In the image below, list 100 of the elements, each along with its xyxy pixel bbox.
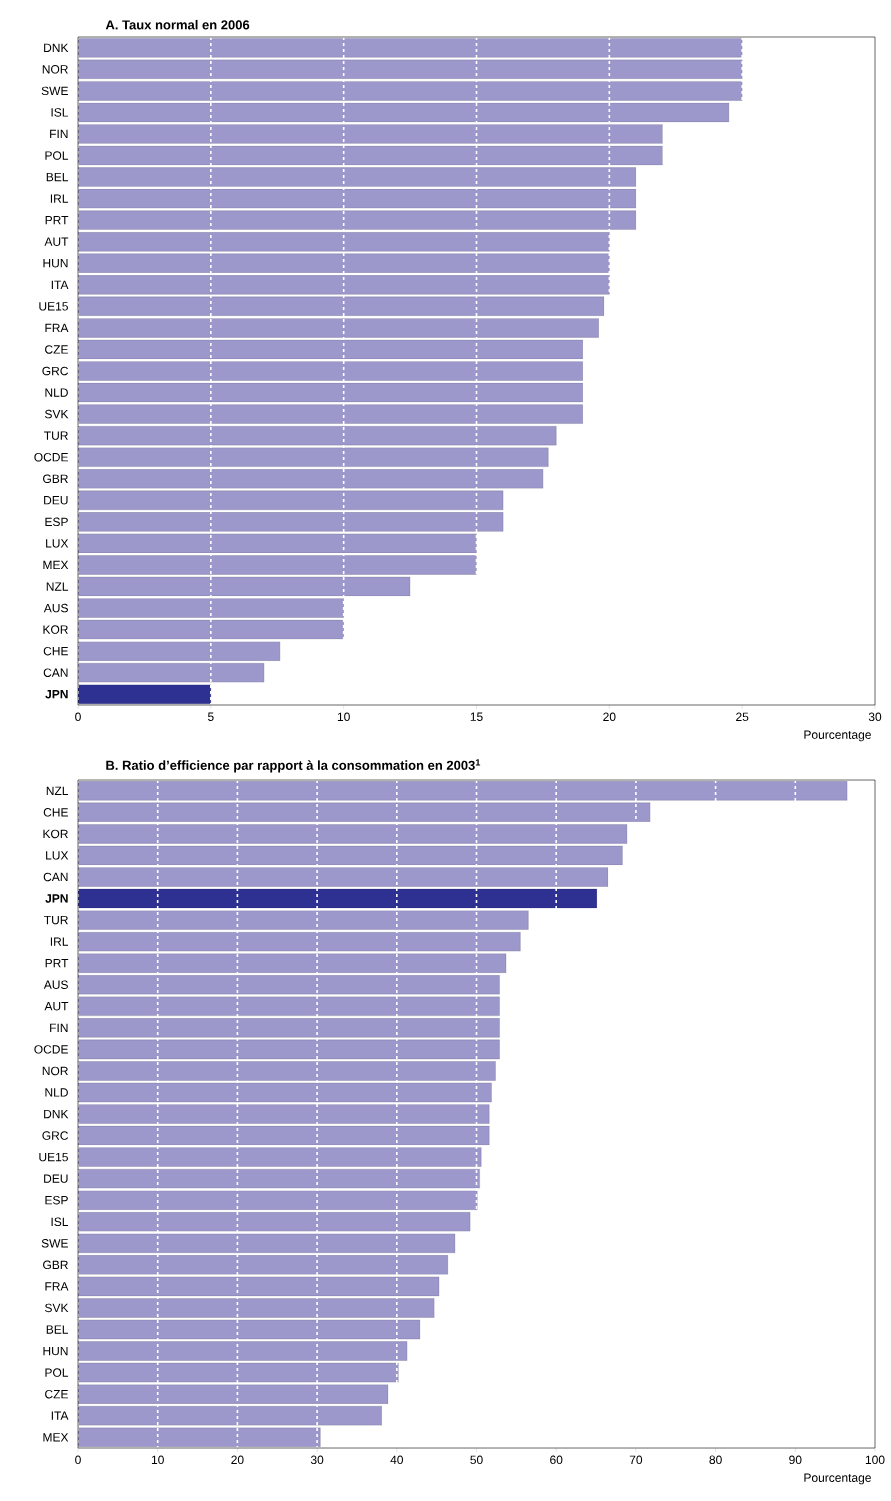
bar [78, 1147, 482, 1167]
bar [78, 931, 521, 952]
y-tick-label: DEU [44, 1174, 68, 1183]
y-tick-label: LUX [46, 851, 69, 860]
bar [78, 824, 628, 844]
x-tick-label: 40 [390, 1455, 404, 1465]
y-tick-label: CZE [45, 345, 68, 354]
bar [78, 619, 344, 640]
x-tick-label: 30 [868, 712, 882, 722]
y-tick-label: NLD [45, 388, 68, 397]
y-tick-label: JPN [45, 690, 68, 699]
bar [78, 102, 730, 123]
y-tick-label: TUR [44, 431, 68, 440]
y-tick-label: OCDE [34, 452, 68, 462]
x-tick-label: 30 [310, 1455, 324, 1465]
y-tick-label: FIN [50, 1023, 68, 1032]
y-tick-label: GBR [43, 474, 68, 483]
x-axis-title: Pourcentage [804, 730, 871, 742]
x-tick-label: 50 [470, 1455, 483, 1465]
y-tick-label: SWE [41, 86, 68, 96]
y-tick-label: DNK [44, 43, 69, 52]
x-tick-label: 5 [207, 712, 214, 721]
x-tick-label: 100 [865, 1455, 885, 1465]
y-tick-label: FIN [50, 129, 68, 139]
y-tick-label: CZE [45, 1389, 68, 1399]
y-tick-label: ISL [51, 108, 69, 117]
y-tick-label: LUX [46, 539, 69, 548]
y-tick-label: AUS [43, 603, 68, 613]
bar [78, 1427, 321, 1447]
y-tick-label: NOR [42, 65, 68, 74]
y-tick-label: SVK [45, 409, 69, 419]
bar [78, 910, 529, 930]
chart-title: B. Ratio d’efficience par rapport à la consommation en 2003$^{1}$ [106, 759, 481, 773]
x-tick-label: 80 [709, 1455, 722, 1465]
y-tick-label: GRC [42, 366, 68, 376]
y-tick-label: KOR [43, 625, 68, 634]
bar [78, 361, 583, 381]
y-tick-label: GBR [43, 1260, 68, 1270]
y-tick-label: CAN [43, 668, 68, 677]
y-tick-label: BEL [46, 1325, 69, 1334]
y-tick-label: SWE [41, 1239, 68, 1248]
bar [78, 210, 637, 230]
y-tick-label: TUR [44, 915, 68, 925]
x-tick-label: 10 [337, 712, 350, 722]
x-tick-label: 90 [789, 1455, 802, 1465]
y-tick-label: NOR [42, 1066, 68, 1076]
y-tick-label: PRT [45, 959, 69, 968]
x-tick-label: 25 [736, 712, 749, 722]
y-tick-label: ITA [51, 1411, 69, 1420]
x-tick-label: 70 [629, 1455, 643, 1465]
bar [78, 1212, 471, 1232]
bar [78, 684, 211, 704]
x-tick-label: 20 [603, 712, 616, 722]
y-tick-label: AUT [44, 1002, 69, 1011]
y-tick-label: HUN [43, 1346, 68, 1356]
chart-title: A. Taux normal en 2006 [105, 19, 250, 30]
y-tick-label: PRT [45, 216, 69, 225]
y-tick-label: AUT [44, 237, 69, 246]
bar [78, 576, 411, 597]
bar [78, 555, 477, 575]
y-tick-label: DNK [44, 1109, 69, 1119]
y-tick-label: ESP [45, 517, 68, 527]
y-tick-label: MEX [43, 1433, 69, 1442]
bar [78, 1384, 389, 1404]
bar [78, 1233, 456, 1253]
bar [78, 382, 583, 403]
y-tick-label: IRL [50, 194, 69, 203]
y-tick-label: NZL [46, 786, 69, 795]
bar [78, 975, 500, 995]
y-tick-label: UE15 [39, 302, 68, 311]
bar [78, 1190, 478, 1210]
y-tick-label: POL [45, 1368, 69, 1377]
bar [78, 867, 609, 887]
x-tick-label: 10 [151, 1455, 164, 1465]
bar [78, 1255, 448, 1275]
y-tick-label: FRA [45, 1282, 69, 1291]
bar [78, 1125, 490, 1146]
y-tick-label: BEL [46, 172, 69, 182]
bar [78, 339, 583, 360]
bar [78, 188, 637, 209]
y-tick-label: MEX [43, 560, 69, 570]
y-tick-label: KOR [43, 829, 68, 839]
x-tick-label: 20 [231, 1455, 244, 1465]
y-tick-label: CHE [43, 808, 68, 817]
y-tick-label: JPN [45, 894, 68, 903]
x-tick-label: 60 [550, 1455, 563, 1465]
x-tick-label: 0 [75, 712, 81, 722]
x-tick-label: 0 [75, 1455, 81, 1465]
y-tick-label: UE15 [39, 1152, 68, 1162]
y-tick-label: CHE [43, 646, 68, 656]
y-tick-label: IRL [50, 937, 69, 946]
y-tick-label: HUN [43, 259, 68, 268]
y-tick-label: AUS [43, 980, 68, 989]
bar [78, 888, 598, 909]
y-tick-label: GRC [42, 1131, 68, 1140]
y-tick-label: ESP [45, 1195, 68, 1205]
y-tick-label: FRA [45, 323, 69, 333]
bar [78, 1104, 490, 1124]
y-tick-label: CAN [43, 872, 68, 882]
y-tick-label: NLD [45, 1088, 68, 1097]
